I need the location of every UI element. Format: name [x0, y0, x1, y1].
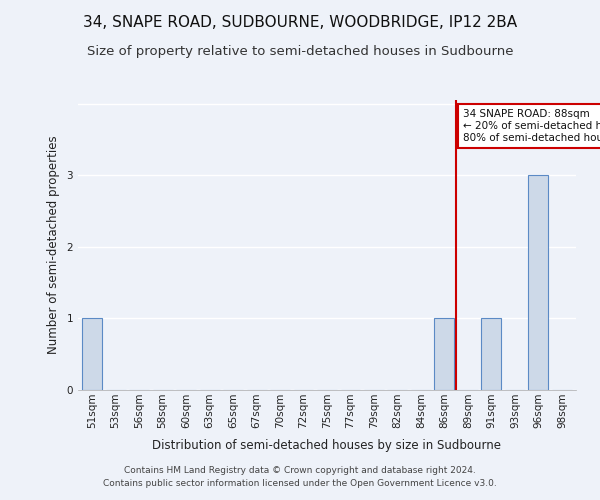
Bar [82, 318, 102, 390]
Text: 34 SNAPE ROAD: 88sqm
← 20% of semi-detached houses are smaller (1)
80% of semi-d: 34 SNAPE ROAD: 88sqm ← 20% of semi-detac… [463, 110, 600, 142]
Y-axis label: Number of semi-detached properties: Number of semi-detached properties [47, 136, 59, 354]
Bar [434, 318, 454, 390]
Text: Contains HM Land Registry data © Crown copyright and database right 2024.
Contai: Contains HM Land Registry data © Crown c… [103, 466, 497, 487]
Text: Size of property relative to semi-detached houses in Sudbourne: Size of property relative to semi-detach… [87, 45, 513, 58]
Bar [481, 318, 502, 390]
Bar [529, 175, 548, 390]
Text: 34, SNAPE ROAD, SUDBOURNE, WOODBRIDGE, IP12 2BA: 34, SNAPE ROAD, SUDBOURNE, WOODBRIDGE, I… [83, 15, 517, 30]
X-axis label: Distribution of semi-detached houses by size in Sudbourne: Distribution of semi-detached houses by … [152, 440, 502, 452]
